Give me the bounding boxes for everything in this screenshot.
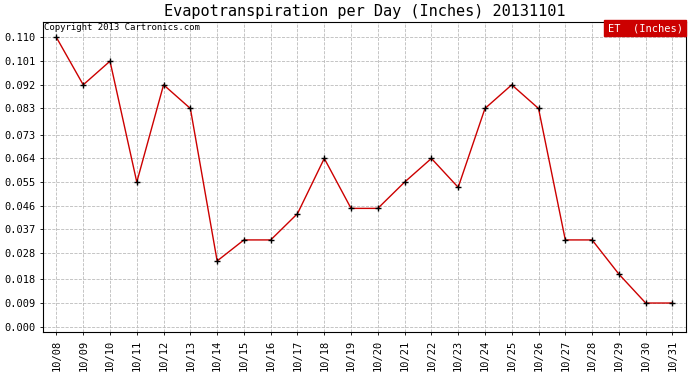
Text: Copyright 2013 Cartronics.com: Copyright 2013 Cartronics.com [43, 23, 199, 32]
Title: Evapotranspiration per Day (Inches) 20131101: Evapotranspiration per Day (Inches) 2013… [164, 4, 565, 19]
Text: ET  (Inches): ET (Inches) [608, 23, 682, 33]
